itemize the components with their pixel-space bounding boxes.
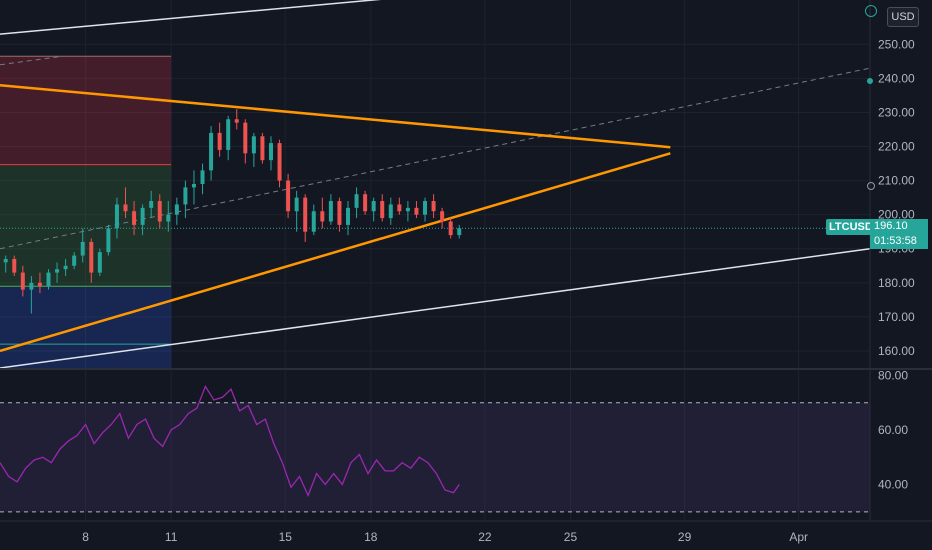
candle-body — [388, 204, 393, 219]
candle-body — [29, 282, 34, 290]
candle-body — [149, 201, 154, 208]
candle-body — [226, 119, 231, 150]
rsi-pane — [0, 368, 932, 513]
candle-body — [354, 194, 359, 208]
y-tick-label: 240.00 — [878, 71, 915, 85]
rsi-tick-label: 60.00 — [878, 423, 908, 437]
x-tick-label: 25 — [564, 530, 578, 544]
candle-body — [174, 204, 179, 215]
candle-body — [440, 211, 445, 222]
drawings — [0, 0, 871, 369]
candle-body — [191, 184, 196, 188]
candle-body — [80, 241, 85, 256]
y-tick-label: 210.00 — [878, 174, 915, 188]
candle-body — [140, 207, 145, 225]
candle-body — [260, 136, 265, 161]
y-tick-label: 200.00 — [878, 208, 915, 222]
candle-body — [414, 207, 419, 215]
candle-body — [114, 204, 119, 229]
candle-body — [320, 211, 325, 222]
candle-body — [166, 214, 171, 222]
candle-body — [37, 282, 42, 287]
y-tick-label: 230.00 — [878, 105, 915, 119]
channel-mid-line — [0, 67, 871, 250]
candle-body — [268, 143, 273, 161]
rsi-line — [0, 384, 460, 498]
candle-body — [277, 143, 282, 181]
candle-body — [294, 197, 299, 212]
candles — [3, 109, 462, 314]
y-tick-label: 250.00 — [878, 37, 915, 51]
x-tick-label: Apr — [789, 530, 808, 544]
y-tick-label: 160.00 — [878, 344, 915, 358]
y-tick-label: 220.00 — [878, 140, 915, 154]
candle-body — [12, 258, 17, 273]
x-tick-label: 29 — [678, 530, 692, 544]
candle-body — [183, 187, 188, 205]
candle-body — [46, 272, 51, 287]
range-box — [0, 286, 172, 368]
x-tick-label: 8 — [82, 530, 89, 544]
candle-body — [55, 269, 60, 273]
candle-body — [123, 204, 128, 212]
countdown: 01:53:58 — [874, 235, 917, 247]
candle-body — [200, 170, 205, 184]
candle-body — [423, 201, 428, 215]
candle-body — [209, 132, 214, 171]
candle-body — [380, 201, 385, 219]
candle-body — [303, 197, 308, 232]
candle-body — [337, 201, 342, 225]
triangle-upper-line — [0, 83, 671, 149]
candle-body — [132, 211, 137, 225]
candle-body — [363, 194, 368, 212]
rsi-tick-label: 40.00 — [878, 478, 908, 492]
candle-body — [72, 255, 77, 266]
candle-body — [217, 132, 222, 150]
x-tick-label: 15 — [279, 530, 293, 544]
y-tick-label: 180.00 — [878, 276, 915, 290]
dashed-top-line — [0, 55, 63, 66]
ticker-tag[interactable]: LTCUSD — [826, 219, 876, 235]
range-box — [0, 56, 172, 165]
y-tick-label: 170.00 — [878, 310, 915, 324]
candle-body — [346, 207, 350, 225]
candle-body — [63, 265, 68, 270]
candle-body — [89, 241, 94, 273]
candle-body — [405, 207, 410, 212]
channel-upper-line — [0, 0, 382, 35]
alert-dot-icon[interactable] — [865, 5, 877, 17]
x-tick-label: 11 — [165, 530, 178, 544]
candle-body — [371, 201, 376, 212]
range-box — [0, 164, 172, 287]
candle-body — [311, 211, 316, 232]
candle-body — [106, 228, 111, 253]
candle-body — [234, 119, 239, 123]
candle-body — [448, 221, 453, 236]
x-tick-label: 22 — [478, 530, 492, 544]
candle-body — [3, 258, 8, 263]
candle-body — [20, 272, 25, 290]
rsi-band-fill — [0, 402, 870, 512]
grid — [0, 0, 870, 520]
candle-body — [431, 201, 436, 212]
candle-body — [243, 122, 248, 154]
currency-badge[interactable]: USD — [887, 7, 919, 27]
channel-lower-line — [0, 247, 871, 369]
rsi-tick-label: 80.00 — [878, 368, 908, 382]
range-boxes — [0, 55, 870, 368]
candle-body — [328, 201, 333, 222]
triangle-lower-line — [0, 152, 671, 353]
price-tag: 196.10 01:53:58 — [870, 219, 928, 249]
candle-body — [286, 180, 291, 212]
marker-dot-icon — [867, 182, 875, 190]
candle-body — [251, 136, 256, 154]
marker-dot-icon — [867, 78, 873, 84]
x-tick-label: 18 — [364, 530, 378, 544]
candle-body — [397, 204, 402, 212]
last-price: 196.10 — [874, 220, 908, 232]
candle-body — [97, 252, 102, 273]
candle-body — [457, 228, 462, 236]
candle-body — [157, 201, 162, 222]
